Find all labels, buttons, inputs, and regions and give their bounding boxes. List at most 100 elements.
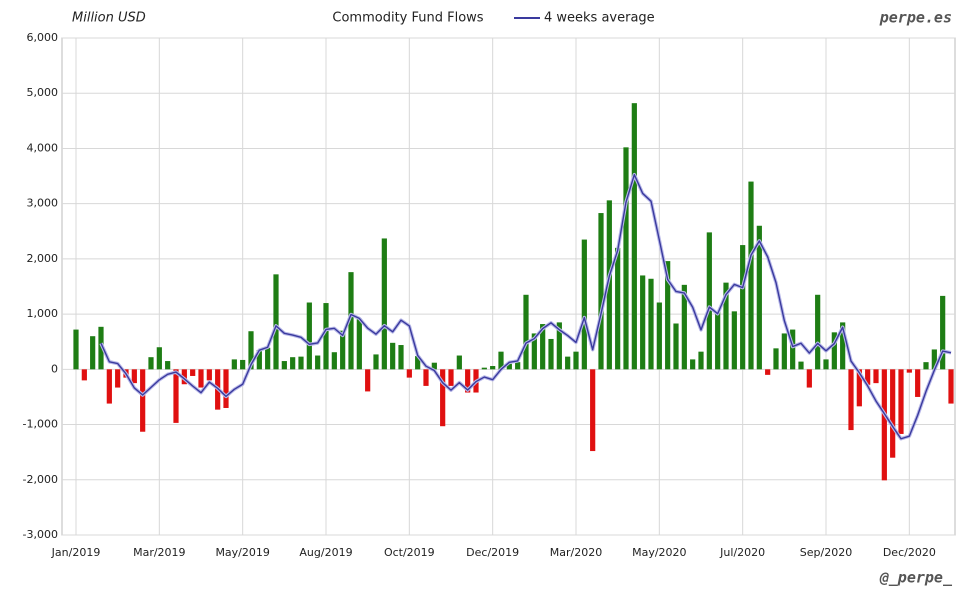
- bar: [606, 200, 612, 370]
- bar: [681, 284, 687, 370]
- bar: [281, 361, 287, 370]
- x-tick-label: Dec/2020: [883, 546, 936, 559]
- bar: [365, 369, 371, 392]
- bar: [890, 369, 896, 458]
- bar: [423, 369, 429, 386]
- bar: [873, 369, 879, 384]
- bar: [765, 369, 771, 375]
- bar: [131, 369, 137, 384]
- bar: [448, 369, 454, 386]
- bar: [356, 318, 362, 370]
- bar: [190, 369, 196, 376]
- x-tick-label: Jul/2020: [719, 546, 765, 559]
- bar: [515, 362, 521, 370]
- legend-label: 4 weeks average: [544, 11, 655, 26]
- x-tick-label: Aug/2019: [299, 546, 352, 559]
- bar: [440, 369, 446, 427]
- bar: [223, 369, 229, 408]
- x-tick-label: Oct/2019: [384, 546, 435, 559]
- bar: [815, 294, 821, 370]
- bar: [273, 274, 279, 370]
- bar: [381, 238, 387, 370]
- bar: [665, 261, 671, 370]
- bar: [931, 349, 937, 370]
- bar: [823, 359, 829, 370]
- bar: [156, 347, 162, 370]
- x-tick-label: Mar/2020: [550, 546, 602, 559]
- bar: [90, 336, 96, 370]
- bar: [656, 302, 662, 370]
- bar: [898, 369, 904, 434]
- credit-label: @_perpe_: [879, 569, 953, 587]
- y-tick-label: -2,000: [23, 473, 58, 486]
- bar: [948, 369, 954, 404]
- source-label: perpe.es: [879, 9, 952, 27]
- bar: [723, 282, 729, 370]
- bar: [431, 362, 437, 370]
- bar: [506, 363, 512, 370]
- bar: [148, 357, 154, 370]
- bar: [481, 367, 487, 370]
- bar: [548, 338, 554, 370]
- bar: [248, 331, 254, 370]
- chart-title: Commodity Fund Flows: [332, 11, 483, 26]
- bar: [856, 369, 862, 407]
- y-axis-label: Million USD: [72, 11, 146, 26]
- bar: [915, 369, 921, 397]
- bar: [490, 366, 496, 370]
- bar: [756, 225, 762, 370]
- bar: [98, 326, 104, 370]
- x-tick-label: Sep/2020: [800, 546, 852, 559]
- bar: [165, 361, 171, 370]
- bar: [340, 330, 346, 370]
- bar: [881, 369, 887, 481]
- bar: [456, 355, 462, 370]
- bar: [773, 348, 779, 370]
- bar: [906, 369, 912, 373]
- bar: [640, 275, 646, 370]
- bar: [690, 359, 696, 370]
- bar: [298, 356, 304, 370]
- bar: [465, 369, 471, 393]
- bar: [323, 303, 329, 370]
- plot-frame: [61, 37, 956, 536]
- bar: [315, 355, 321, 370]
- bar: [231, 359, 237, 370]
- bar: [698, 351, 704, 370]
- bar: [523, 294, 529, 370]
- bar: [581, 239, 587, 370]
- line: [100, 173, 952, 440]
- x-tick-label: May/2019: [215, 546, 269, 559]
- bar: [348, 272, 354, 370]
- bar: [615, 247, 621, 370]
- bar: [106, 369, 112, 404]
- bar: [940, 295, 946, 370]
- bar: [831, 332, 837, 370]
- bar: [598, 213, 604, 370]
- bar: [648, 278, 654, 370]
- bar: [865, 369, 871, 385]
- bar: [923, 362, 929, 370]
- bar: [198, 369, 204, 388]
- bar: [806, 369, 812, 388]
- y-tick-label: -3,000: [23, 528, 58, 541]
- bar: [415, 356, 421, 370]
- bar: [573, 351, 579, 370]
- bar: [848, 369, 854, 431]
- bar: [390, 342, 396, 370]
- y-tick-label: 4,000: [27, 141, 59, 154]
- bar: [590, 369, 596, 452]
- bar: [173, 369, 179, 423]
- y-tick-label: 5,000: [27, 86, 59, 99]
- y-tick-label: 3,000: [27, 197, 59, 210]
- bar: [715, 311, 721, 370]
- bar: [565, 356, 571, 370]
- bar: [140, 369, 146, 432]
- bar: [840, 322, 846, 370]
- bar: [73, 329, 79, 370]
- y-tick-label: 1,000: [27, 307, 59, 320]
- bar: [706, 232, 712, 370]
- bar: [740, 245, 746, 370]
- bar: [731, 311, 737, 370]
